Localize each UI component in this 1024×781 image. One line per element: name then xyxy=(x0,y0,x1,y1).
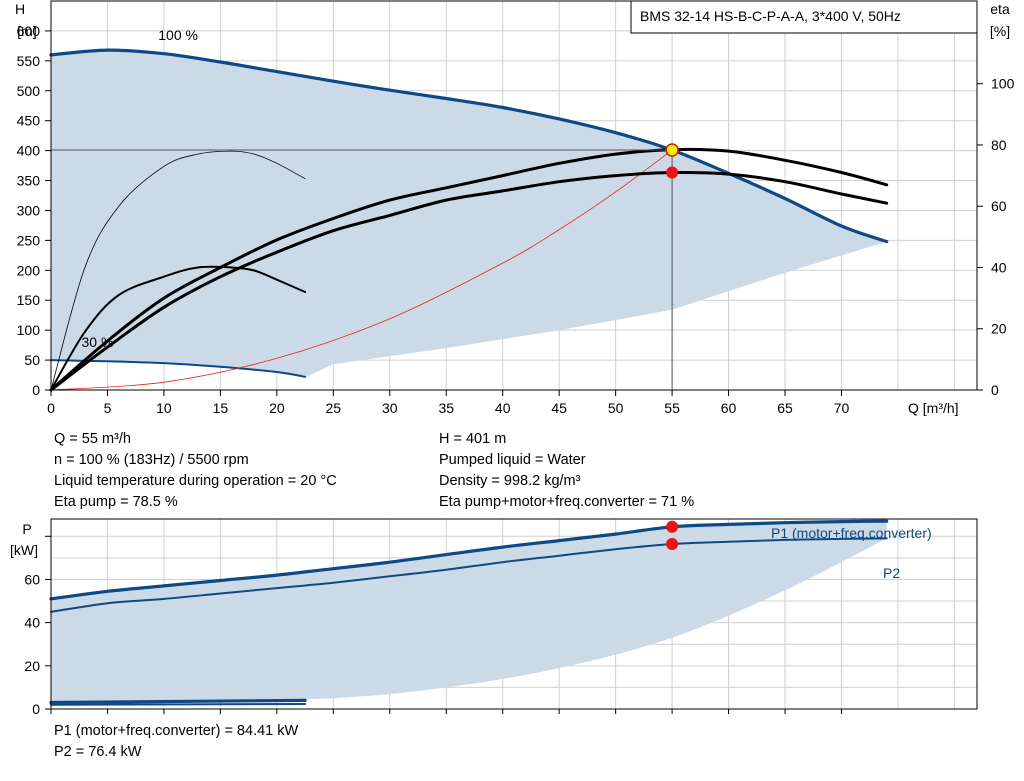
y-tick-label: 500 xyxy=(17,83,41,99)
y-tick-label: 300 xyxy=(17,202,41,218)
info-p1: P1 (motor+freq.converter) = 84.41 kW xyxy=(54,723,299,739)
y2-tick-label: 80 xyxy=(991,137,1007,153)
power-y-tick-label: 0 xyxy=(32,701,40,717)
y2-tick-label: 0 xyxy=(991,382,999,398)
y-tick-label: 50 xyxy=(24,352,40,368)
power-info: P1 (motor+freq.converter) = 84.41 kW P2 … xyxy=(54,721,298,763)
power-series-p1-30- xyxy=(49,698,307,705)
info-flow: Q = 55 m³/h xyxy=(54,431,131,447)
y2-tick-label: 100 xyxy=(991,76,1015,92)
y-axis-unit-m: [m] xyxy=(17,23,36,39)
power-y-tick-label: 40 xyxy=(24,615,40,631)
series-eta-pump xyxy=(49,147,889,392)
x-tick-label: 70 xyxy=(834,400,850,416)
y2-axis-unit-percent: [%] xyxy=(990,23,1010,39)
y-tick-label: 450 xyxy=(17,113,41,129)
power-x-ticks xyxy=(50,709,842,714)
x-tick-label: 5 xyxy=(104,400,112,416)
power-y-axis-label-p: P xyxy=(22,521,31,537)
head-series xyxy=(49,48,889,392)
head-y-ticks: 0 50 100 150 200 250 300 350 400 450 500 550 600 xyxy=(17,23,51,398)
y2-tick-label: 60 xyxy=(991,198,1007,214)
power-marker xyxy=(666,520,679,533)
y-tick-label: 100 xyxy=(17,322,41,338)
info-p2: P2 = 76.4 kW xyxy=(54,744,142,760)
series-eta-pump-30- xyxy=(50,150,306,391)
x-tick-label: 65 xyxy=(777,400,793,416)
info-eta-total: Eta pump+motor+freq.converter = 71 % xyxy=(439,494,695,510)
power-y-tick-label: 20 xyxy=(24,658,40,674)
y-tick-label: 550 xyxy=(17,53,41,69)
x-tick-label: 20 xyxy=(269,400,285,416)
y2-tick-label: 20 xyxy=(991,321,1007,337)
head-envelope xyxy=(51,50,887,378)
info-speed: n = 100 % (183Hz) / 5500 rpm xyxy=(54,452,249,468)
info-liquid-temperature: Liquid temperature during operation = 20… xyxy=(54,473,337,489)
power-y-tick-label: 60 xyxy=(24,571,40,587)
x-tick-label: 60 xyxy=(721,400,737,416)
y-tick-label: 200 xyxy=(17,262,41,278)
info-eta-pump: Eta pump = 78.5 % xyxy=(54,494,178,510)
x-tick-label: 50 xyxy=(608,400,624,416)
x-tick-label: 30 xyxy=(382,400,398,416)
info-left: Q = 55 m³/h n = 100 % (183Hz) / 5500 rpm… xyxy=(54,429,337,513)
x-tick-label: 55 xyxy=(664,400,680,416)
series-eta-total xyxy=(49,170,889,392)
head-x-ticks: 0 5 10 15 20 25 30 35 40 45 50 55 60 65 70 xyxy=(47,390,849,416)
series-system-curve xyxy=(50,149,673,391)
x-tick-label: 45 xyxy=(551,400,567,416)
y-tick-label: 400 xyxy=(17,143,41,159)
info-pumped-liquid: Pumped liquid = Water xyxy=(439,452,586,468)
y-tick-label: 250 xyxy=(17,232,41,248)
operating-point xyxy=(665,143,679,157)
power-y-axis-unit-kw: [kW] xyxy=(10,542,38,558)
x-tick-label: 15 xyxy=(213,400,229,416)
series-label-p1: P1 (motor+freq.converter) xyxy=(771,525,932,541)
power-plot-frame xyxy=(50,518,978,710)
power-chart: 0 20 40 60 P [kW] P1 (motor+freq.converter)… xyxy=(10,518,978,717)
x-tick-label: 25 xyxy=(326,400,342,416)
y2-tick-label: 40 xyxy=(991,259,1007,275)
power-series-p1-motor-freq-converter- xyxy=(49,519,889,601)
power-marker xyxy=(666,538,679,551)
x-tick-label: 0 xyxy=(47,400,55,416)
info-head: H = 401 m xyxy=(439,431,507,447)
y-tick-label: 150 xyxy=(17,292,41,308)
y-axis-label-h: H xyxy=(15,1,25,17)
eta-marker xyxy=(666,166,679,179)
power-series xyxy=(49,519,889,706)
curve-label: 100 % xyxy=(158,27,198,43)
y2-axis-label-eta: eta xyxy=(990,1,1010,17)
head-chart: 0 5 10 15 20 25 30 35 40 45 50 55 60 65 70 0 50 100 150 20… xyxy=(15,0,1015,416)
chart-title: BMS 32-14 HS-B-C-P-A-A, 3*400 V, 50Hz xyxy=(640,8,901,24)
power-series-p2-30- xyxy=(50,703,307,706)
curve-label: 30 % xyxy=(81,334,113,350)
power-y-ticks: 0 20 40 60 xyxy=(24,535,51,717)
series-eta-total-30- xyxy=(50,265,307,391)
x-tick-label: 10 xyxy=(156,400,172,416)
info-right: H = 401 m Pumped liquid = Water Density … xyxy=(439,429,694,513)
series-label-p2: P2 xyxy=(883,565,900,581)
power-markers xyxy=(666,520,679,551)
title-box xyxy=(630,0,978,34)
head-plot-frame xyxy=(50,0,978,391)
series-30- xyxy=(50,359,307,378)
head-markers xyxy=(51,143,679,390)
series-100- xyxy=(49,48,889,244)
y-tick-label: 0 xyxy=(32,382,40,398)
y-tick-label: 600 xyxy=(17,23,41,39)
head-y2-ticks: 0 20 40 60 80 100 xyxy=(977,76,1015,398)
power-series-p2 xyxy=(50,537,888,613)
y-tick-label: 350 xyxy=(17,173,41,189)
x-tick-label: 40 xyxy=(495,400,511,416)
head-curve-labels: 100 % 30 % xyxy=(81,27,197,350)
power-envelope xyxy=(51,521,887,705)
x-tick-label: 35 xyxy=(438,400,454,416)
x-axis-label-q: Q [m³/h] xyxy=(908,400,959,416)
info-density: Density = 998.2 kg/m³ xyxy=(439,473,581,489)
